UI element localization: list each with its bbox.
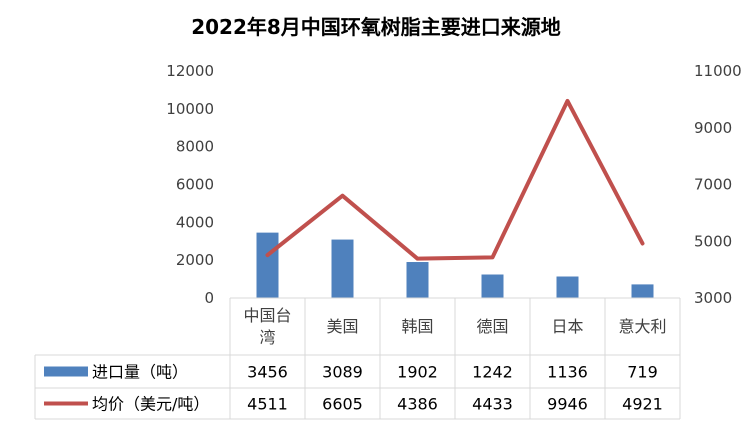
right-tick-label: 7000: [694, 176, 732, 194]
category-label: 德国: [476, 317, 508, 336]
left-tick-label: 4000: [176, 213, 214, 231]
category-label: 中国台湾: [243, 306, 291, 347]
table-cell-volume: 1902: [397, 363, 438, 382]
right-tick-label: 3000: [694, 289, 732, 307]
line-series-path: [265, 98, 645, 261]
line-point: [342, 195, 343, 197]
right-axis: 3000 5000 7000 9000 11000: [694, 62, 742, 307]
table-cell-volume: 719: [627, 363, 658, 382]
right-tick-label: 9000: [694, 119, 732, 137]
table-cell-volume: 1136: [547, 363, 588, 382]
left-tick-label: 6000: [176, 176, 214, 194]
line-point: [567, 100, 568, 102]
left-tick-label: 0: [204, 289, 214, 307]
table-cell-price: 4386: [397, 395, 438, 414]
left-tick-label: 2000: [176, 251, 214, 269]
legend-label-bar: 进口量（吨）: [92, 363, 188, 382]
left-tick-label: 12000: [166, 62, 214, 80]
right-tick-label: 5000: [694, 232, 732, 250]
category-label: 日本: [551, 317, 583, 336]
left-axis: 0 2000 4000 6000 8000 10000 12000: [166, 62, 214, 307]
table-cell-price: 4921: [622, 395, 663, 414]
table-cell-price: 9946: [547, 395, 588, 414]
table-cell-price: 4433: [472, 395, 513, 414]
line-point: [642, 242, 643, 244]
bar: [256, 232, 279, 298]
table-cell-volume: 1242: [472, 363, 513, 382]
left-tick-label: 8000: [176, 138, 214, 156]
table-cell-volume: 3456: [247, 363, 288, 382]
table-cell-volume: 3089: [322, 363, 363, 382]
chart-title: 2022年8月中国环氧树脂主要进口来源地: [191, 15, 561, 39]
bar: [631, 284, 654, 298]
table-cell-price: 6605: [322, 395, 363, 414]
bar: [406, 262, 429, 298]
right-tick-label: 11000: [694, 62, 742, 80]
line-point: [492, 256, 493, 258]
bar: [331, 239, 354, 298]
legend-key-bar: [44, 366, 88, 377]
bar: [556, 276, 579, 298]
left-tick-label: 10000: [166, 100, 214, 118]
table-cell-price: 4511: [247, 395, 288, 414]
category-label: 美国: [326, 317, 358, 336]
legend-label-line: 均价（美元/吨）: [92, 395, 209, 414]
bar: [481, 274, 504, 298]
category-label: 意大利: [618, 317, 666, 336]
bar-series: [256, 232, 654, 298]
line-point: [267, 254, 268, 256]
line-series: [265, 98, 645, 261]
line-point: [417, 258, 418, 260]
category-label: 韩国: [401, 317, 433, 336]
